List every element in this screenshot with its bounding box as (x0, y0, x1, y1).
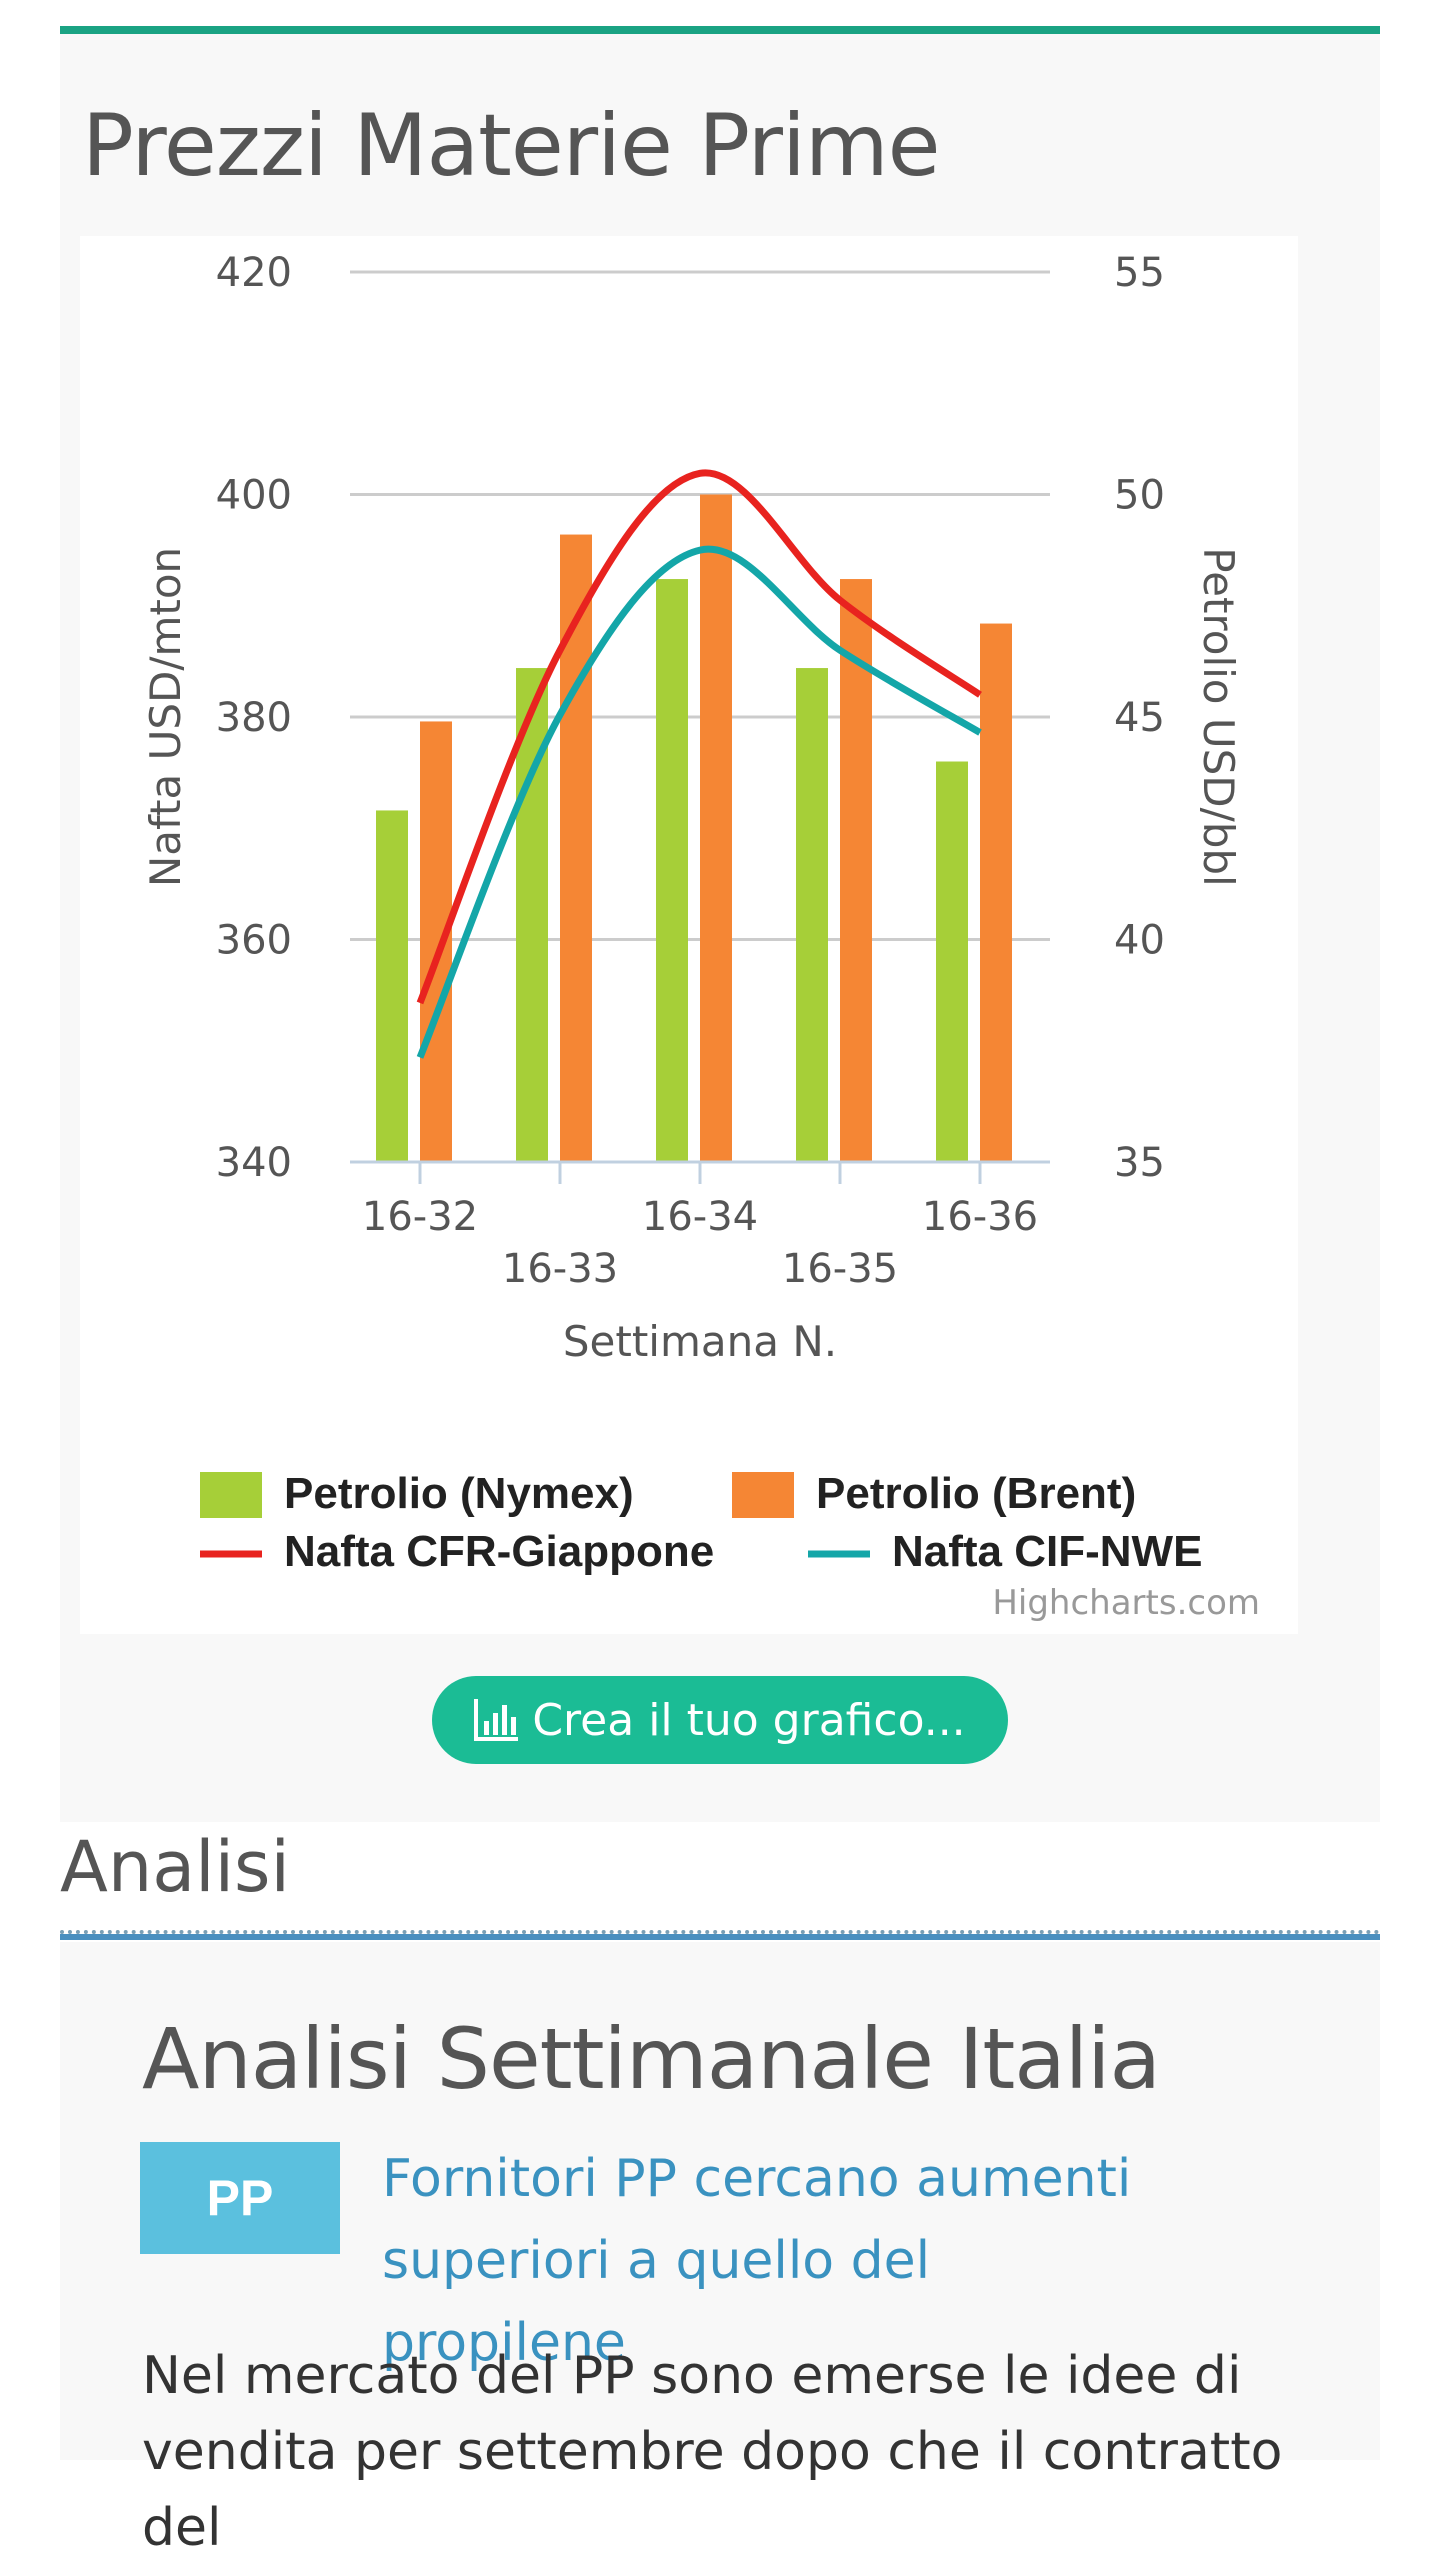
y-right-tick-label: 45 (1114, 695, 1165, 741)
y-left-tick-label: 380 (216, 695, 292, 741)
bar-brent (420, 721, 452, 1162)
y-right-tick-label: 55 (1114, 250, 1165, 296)
bar-nymex (656, 579, 688, 1162)
y-right-axis-title: Petrolio USD/bbl (1194, 547, 1243, 886)
article-body: Nel mercato del PP sono emerse le idee d… (142, 2346, 1283, 2558)
y-left-tick-label: 360 (216, 918, 292, 964)
chart-svg: 340 360 380 400 420 35 40 45 50 55 16-32 16-33 16-34… (141, 250, 1260, 1623)
legend-symbol (732, 1472, 794, 1518)
x-tick-label: 16-34 (642, 1194, 758, 1240)
bar-nymex (796, 668, 828, 1162)
section-title: Analisi (60, 1826, 290, 1908)
legend-label: Nafta CIF-NWE (892, 1527, 1202, 1576)
y-left-tick-label: 420 (216, 250, 292, 296)
x-tick-label: 16-36 (922, 1194, 1038, 1240)
panel-title: Prezzi Materie Prime (82, 96, 941, 196)
bar-brent (980, 623, 1012, 1162)
x-tick-label: 16-32 (362, 1194, 478, 1240)
section-divider (60, 1930, 1380, 1940)
legend-symbol (200, 1472, 262, 1518)
x-axis-title: Settimana N. (563, 1317, 837, 1366)
legend-label: Petrolio (Brent) (816, 1469, 1136, 1518)
bar-chart-icon (474, 1699, 519, 1741)
bar-nymex (376, 810, 408, 1162)
article-title: Analisi Settimanale Italia (142, 2010, 1161, 2108)
y-left-tick-label: 340 (216, 1140, 292, 1186)
line-cfr-giappone (416, 469, 982, 1005)
y-left-axis-title: Nafta USD/mton (141, 547, 190, 887)
x-tick-label: 16-35 (782, 1246, 898, 1292)
price-chart: 340 360 380 400 420 35 40 45 50 55 16-32 16-33 16-34… (80, 236, 1298, 1634)
bar-brent (560, 534, 592, 1162)
article-panel: Analisi Settimanale Italia PP Fornitori … (60, 1942, 1380, 2558)
article-link[interactable]: Fornitori PP cercano aumenti superiori a… (382, 2149, 1132, 2373)
y-right-tick-label: 35 (1114, 1140, 1165, 1186)
y-right-tick-label: 40 (1114, 918, 1165, 964)
y-right-tick-label: 50 (1114, 473, 1165, 519)
chart-credits: Highcharts.com (992, 1583, 1260, 1623)
line-cif-nwe (416, 545, 982, 1059)
x-tick-label: 16-33 (502, 1246, 618, 1292)
bar-nymex (936, 761, 968, 1162)
bar-brent (700, 494, 732, 1162)
legend-label: Nafta CFR-Giappone (284, 1527, 714, 1576)
create-chart-label: Crea il tuo grafico... (532, 1694, 966, 1746)
category-badge: PP (140, 2142, 340, 2254)
create-chart-button[interactable]: Crea il tuo grafico... (432, 1676, 1008, 1764)
legend-label: Petrolio (Nymex) (284, 1469, 634, 1518)
bar-brent (840, 579, 872, 1162)
y-left-tick-label: 400 (216, 473, 292, 519)
